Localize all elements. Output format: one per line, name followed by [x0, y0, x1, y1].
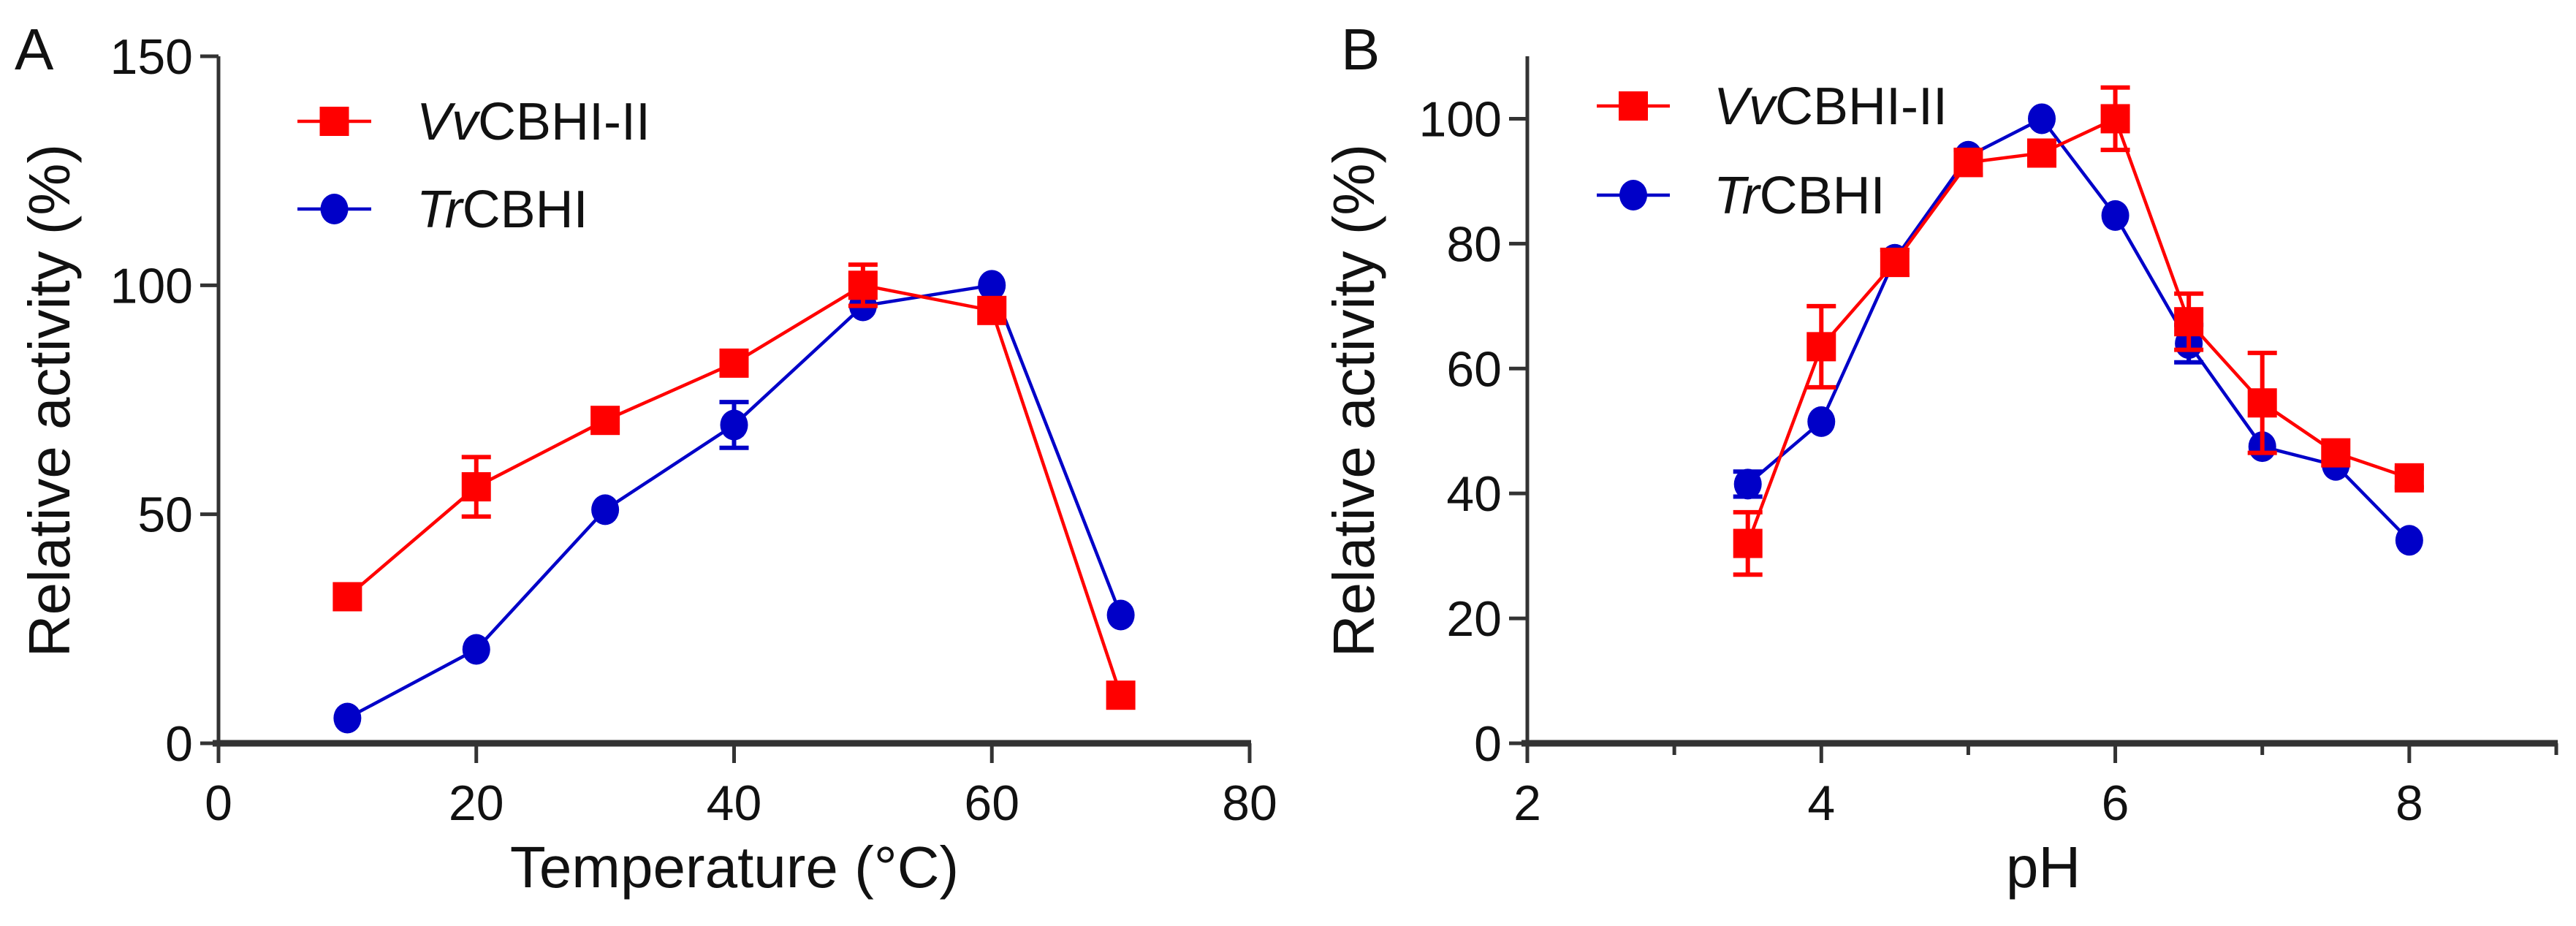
data-point-square [2027, 138, 2056, 168]
data-point-square [1880, 248, 1910, 277]
data-point-square [848, 270, 878, 300]
x-tick-label: 8 [2395, 775, 2423, 831]
data-point-circle [333, 702, 362, 734]
data-point-circle [720, 409, 748, 441]
x-tick-label: 4 [1807, 775, 1835, 831]
panel-label: B [1341, 17, 1380, 82]
series-line-TrCBHI [1747, 116, 2411, 542]
data-point-square [2247, 388, 2277, 418]
y-tick-label: 80 [1446, 216, 1502, 272]
legend-label-italic: Tr [417, 181, 465, 239]
legend-entry-VvCBHI-II: VvCBHI-II [1597, 77, 1948, 136]
legend-label-rest: CBHI-II [1775, 77, 1948, 136]
data-point-circle [591, 494, 620, 525]
data-point-square [333, 582, 362, 612]
legend-label-italic: Vv [417, 93, 481, 151]
data-point-circle [1106, 599, 1135, 631]
data-point-circle [2101, 200, 2129, 231]
y-tick-label: 40 [1446, 466, 1502, 522]
y-tick-label: 150 [110, 29, 193, 85]
legend-label: VvCBHI-II [1714, 77, 1948, 136]
data-point-square [461, 472, 491, 502]
data-point-square [590, 406, 620, 436]
legend-entry-VvCBHI-II: VvCBHI-II [297, 93, 650, 151]
legend-label-rest: CBHI [463, 181, 588, 239]
x-axis-title: Temperature (°C) [510, 835, 959, 900]
legend-marker-square [319, 107, 349, 136]
data-point-square [1733, 528, 1763, 558]
y-axis-title: Relative activity (%) [1321, 144, 1386, 657]
data-point-circle [2395, 525, 2423, 556]
x-tick-label: 6 [2102, 775, 2129, 831]
y-tick-label: 50 [137, 487, 193, 543]
data-point-square [1806, 332, 1836, 362]
panel-b: B 0 20 40 60 80 100 2 4 6 8 pH Relative activity (%)… [1321, 17, 2558, 900]
y-tick-label: 20 [1446, 591, 1502, 647]
x-tick-label: 20 [449, 775, 504, 831]
x-tick-label: 2 [1513, 775, 1541, 831]
legend-entry-TrCBHI: TrCBHI [297, 181, 588, 239]
legend-label-italic: Vv [1714, 77, 1778, 136]
data-point-square [1953, 148, 1983, 178]
x-tick-label: 80 [1222, 775, 1277, 831]
data-point-circle [2028, 103, 2056, 134]
y-tick-label: 100 [110, 258, 193, 314]
x-tick-label: 40 [707, 775, 762, 831]
data-point-square [719, 348, 749, 378]
data-point-square [977, 295, 1007, 325]
legend-marker-circle [1619, 180, 1647, 210]
legend-label: TrCBHI [417, 181, 588, 239]
data-point-circle [1807, 406, 1836, 437]
panel-a: A 0 50 100 150 0 20 40 60 80 Temperature (°C) Relat… [15, 17, 1277, 900]
legend-label-rest: CBHI-II [478, 93, 650, 151]
legend-marker-square [1619, 91, 1648, 121]
legend-label-rest: CBHI [1760, 167, 1885, 225]
x-axis-title: pH [2006, 835, 2081, 900]
y-tick-label: 0 [1474, 716, 1502, 772]
data-point-square [2100, 104, 2130, 134]
data-point-square [2394, 463, 2424, 493]
data-point-circle [1733, 468, 1762, 500]
data-point-circle [462, 634, 490, 665]
legend-entry-TrCBHI: TrCBHI [1597, 167, 1885, 225]
series-line-VvCBHI-II [1746, 116, 2410, 544]
legend-label: VvCBHI-II [417, 93, 650, 151]
y-tick-label: 0 [165, 716, 193, 772]
panel-label: A [15, 17, 54, 82]
y-axis-title: Relative activity (%) [17, 144, 82, 657]
data-point-circle [978, 270, 1006, 301]
data-point-square [2321, 438, 2351, 468]
legend-marker-circle [320, 194, 349, 224]
data-point-square [2174, 307, 2204, 337]
x-tick-label: 0 [205, 775, 232, 831]
y-tick-label: 100 [1419, 91, 1502, 147]
y-tick-label: 60 [1446, 341, 1502, 397]
legend-label-italic: Tr [1714, 167, 1762, 225]
data-point-square [1106, 680, 1136, 710]
legend-label: TrCBHI [1714, 167, 1885, 225]
x-tick-label: 60 [964, 775, 1019, 831]
